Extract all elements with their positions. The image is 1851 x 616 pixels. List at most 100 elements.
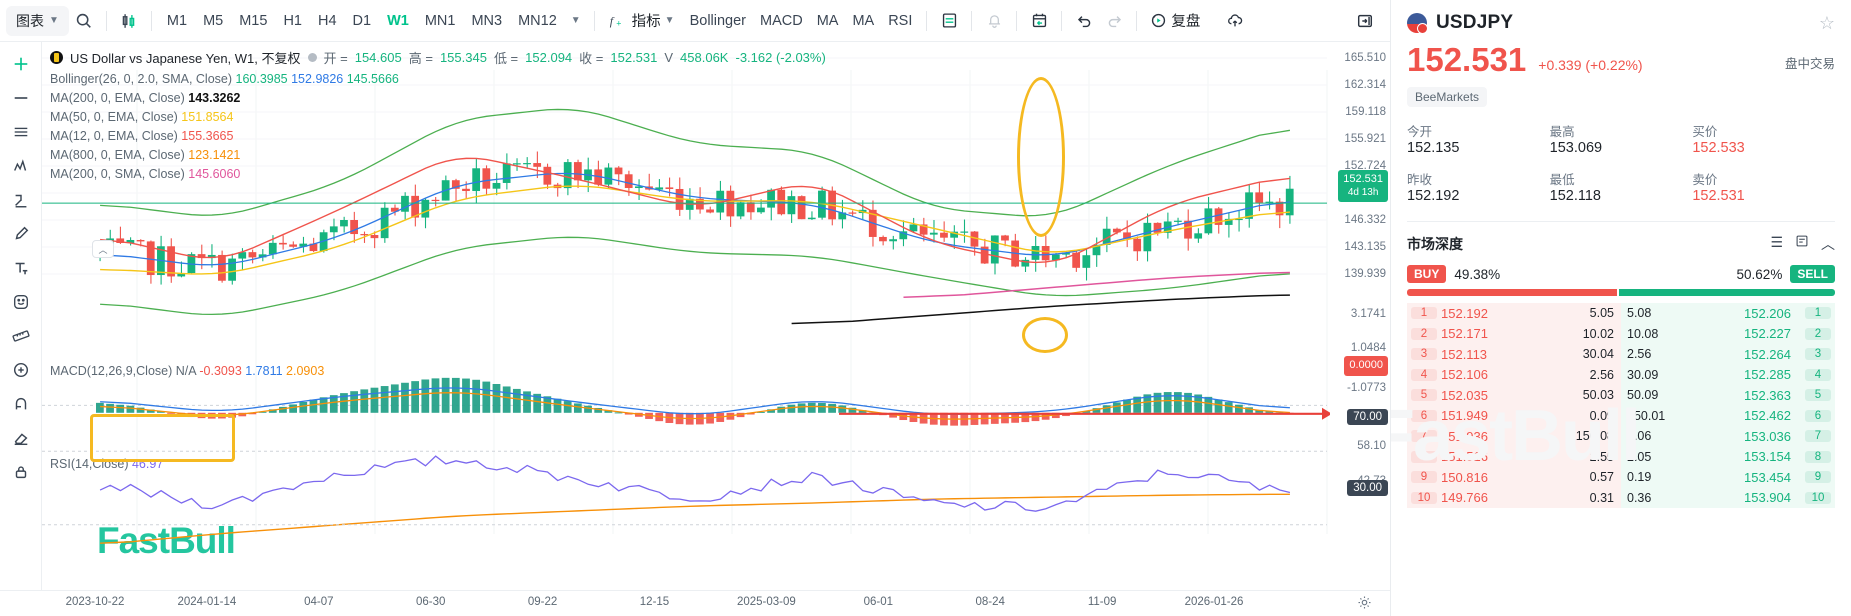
alert-bell-icon[interactable]	[979, 6, 1009, 36]
ask-rank: 1	[1805, 307, 1831, 320]
order-book-ask-row[interactable]: 50.09 152.363 5	[1621, 385, 1835, 406]
chart-canvas[interactable]: US Dollar vs Japanese Yen, W1, 不复权 开 = 1…	[42, 42, 1330, 590]
indicator-legend-5: MA(200, 0, SMA, Close) 145.6060	[50, 167, 240, 181]
order-book-bid-row[interactable]: 2 152.171 10.02	[1407, 323, 1621, 344]
stat-cell: 买价 152.533	[1692, 121, 1835, 163]
quote-change: +0.339 (+0.22%)	[1538, 57, 1643, 73]
indicators-chevron-icon[interactable]: ▼	[664, 15, 675, 26]
session-status: 盘中交易	[1784, 57, 1835, 71]
buy-pill: BUY	[1407, 265, 1447, 283]
order-book-bid-row[interactable]: 4 152.106 2.56	[1407, 364, 1621, 385]
order-book-bid-row[interactable]: 7 151.936 150.08	[1407, 426, 1621, 447]
ask-volume: 0.06	[1627, 429, 1652, 444]
order-book-bid-row[interactable]: 9 150.816 0.57	[1407, 467, 1621, 488]
time-axis[interactable]: 2023-10-22 2024-01-14 04-07 06-30 09-22 12-15…	[0, 590, 1390, 616]
order-book-ask-row[interactable]: 10.08 152.227 2	[1621, 323, 1835, 344]
depth-icon-group: ☰ ︿	[1770, 234, 1835, 254]
timeframe-m1[interactable]: M1	[166, 12, 188, 29]
bid-rank: 4	[1411, 368, 1437, 381]
order-book-ask-row[interactable]: 0.06 153.036 7	[1621, 426, 1835, 447]
parallel-lines-icon[interactable]	[5, 116, 37, 148]
text-tool-icon[interactable]	[5, 252, 37, 284]
eraser-icon[interactable]	[5, 422, 37, 454]
market-depth-title: 市场深度	[1407, 236, 1463, 252]
timeframe-w1[interactable]: W1	[387, 12, 409, 29]
indicator-legend-value: 151.8564	[181, 110, 234, 124]
replay-button[interactable]: 复盘	[1144, 6, 1206, 36]
magnet-icon[interactable]	[5, 388, 37, 420]
macd-tick: 1.0484	[1350, 342, 1386, 354]
add-indicator-icon[interactable]: f +	[602, 6, 632, 36]
ask-volume: 10.08	[1627, 326, 1659, 341]
lock-icon[interactable]	[5, 456, 37, 488]
timeframe-m15[interactable]: M15	[239, 12, 268, 29]
redo-icon[interactable]	[1099, 6, 1129, 36]
timeframe-mn12[interactable]: MN12	[518, 12, 557, 29]
order-book-bid-row[interactable]: 10 149.766 0.31	[1407, 487, 1621, 508]
ask-price: 152.227	[1744, 326, 1791, 342]
calendar-back-icon[interactable]	[1024, 6, 1054, 36]
indicator-chip-2[interactable]: MA	[816, 12, 839, 29]
timeframe-d1[interactable]: D1	[352, 12, 372, 29]
timeframe-m5[interactable]: M5	[203, 12, 224, 29]
favorite-star-icon[interactable]: ☆	[1818, 12, 1835, 33]
brush-icon[interactable]	[5, 218, 37, 250]
candlestick-icon[interactable]	[114, 6, 144, 36]
compare-layout-icon[interactable]	[934, 6, 964, 36]
divider	[593, 10, 595, 31]
change-value: -3.162 (-2.03%)	[735, 50, 826, 65]
split-view-icon[interactable]	[1795, 234, 1809, 254]
timeframe-list: M1 M5 M15 H1 H4 D1 W1 MN1 MN3 MN12	[159, 8, 565, 34]
price-axis[interactable]: 165.510162.314159.118155.921152.724149.5…	[1330, 42, 1390, 590]
order-book-ask-row[interactable]: 150.01 152.462 6	[1621, 405, 1835, 426]
timeframe-mn1[interactable]: MN1	[424, 12, 456, 29]
undo-icon[interactable]	[1069, 6, 1099, 36]
bid-volume: 30.04	[1582, 347, 1614, 362]
order-book-bid-row[interactable]: 5 152.035 50.03	[1407, 385, 1621, 406]
indicator-chip-1[interactable]: MACD	[760, 12, 803, 29]
expand-panel-icon[interactable]	[1350, 6, 1380, 36]
horizontal-line-icon[interactable]	[5, 82, 37, 114]
order-book-ask-row[interactable]: 5.08 152.206 1	[1621, 303, 1835, 324]
list-view-icon[interactable]: ☰	[1770, 234, 1783, 250]
indicator-chip-0[interactable]: Bollinger	[689, 12, 746, 29]
order-book-ask-row[interactable]: 2.56 152.264 3	[1621, 344, 1835, 365]
order-book-ask-row[interactable]: 2.05 153.154 8	[1621, 446, 1835, 467]
order-book-bid-row[interactable]: 8 151.516 2.55	[1407, 446, 1621, 467]
indicator-legend-name: MA(200, 0, EMA, Close)	[50, 91, 189, 105]
svg-text:f: f	[609, 14, 614, 28]
buy-sell-ratio-row: BUY 49.38% 50.62% SELL	[1407, 265, 1835, 283]
zoom-in-icon[interactable]	[5, 354, 37, 386]
order-book-ask-row[interactable]: 30.09 152.285 4	[1621, 364, 1835, 385]
timeframe-h1[interactable]: H1	[283, 12, 302, 29]
gear-icon[interactable]	[1357, 595, 1372, 615]
ask-rank: 9	[1805, 471, 1831, 484]
rsi-values: 46.97	[132, 457, 163, 471]
macd-zero-badge: 0.0000	[1344, 356, 1388, 376]
bid-rank: 8	[1411, 450, 1437, 463]
timeframe-h4[interactable]: H4	[317, 12, 337, 29]
timeframe-mn3[interactable]: MN3	[471, 12, 503, 29]
ask-volume: 150.01	[1627, 408, 1666, 423]
collapse-legend-button[interactable]: ︿	[92, 240, 114, 258]
order-book-bid-row[interactable]: 3 152.113 30.04	[1407, 344, 1621, 365]
chart-menu-button[interactable]: 图表 ▼	[6, 5, 69, 36]
elliott-wave-icon[interactable]	[5, 150, 37, 182]
legend-value: 1.7811	[241, 364, 283, 378]
collapse-chevron-icon[interactable]: ︿	[1821, 236, 1835, 252]
indicator-chip-4[interactable]: RSI	[888, 12, 913, 29]
price-tick: 152.724	[1344, 160, 1386, 172]
measure-ruler-icon[interactable]	[5, 320, 37, 352]
arrow-tool-icon[interactable]	[5, 184, 37, 216]
emoji-icon[interactable]	[5, 286, 37, 318]
timeframe-more-chevron-icon[interactable]: ▼	[570, 15, 581, 26]
search-icon[interactable]	[69, 6, 99, 36]
order-book-bid-row[interactable]: 6 151.949 0.09	[1407, 405, 1621, 426]
order-book-ask-row[interactable]: 0.36 153.904 10	[1621, 487, 1835, 508]
order-book-bid-row[interactable]: 1 152.192 5.05	[1407, 303, 1621, 324]
indicator-chip-3[interactable]: MA	[852, 12, 875, 29]
indicators-label[interactable]: 指标	[631, 14, 661, 30]
cloud-sync-icon[interactable]	[1220, 6, 1250, 36]
order-book-ask-row[interactable]: 0.19 153.454 9	[1621, 467, 1835, 488]
crosshair-plus-icon[interactable]	[5, 48, 37, 80]
